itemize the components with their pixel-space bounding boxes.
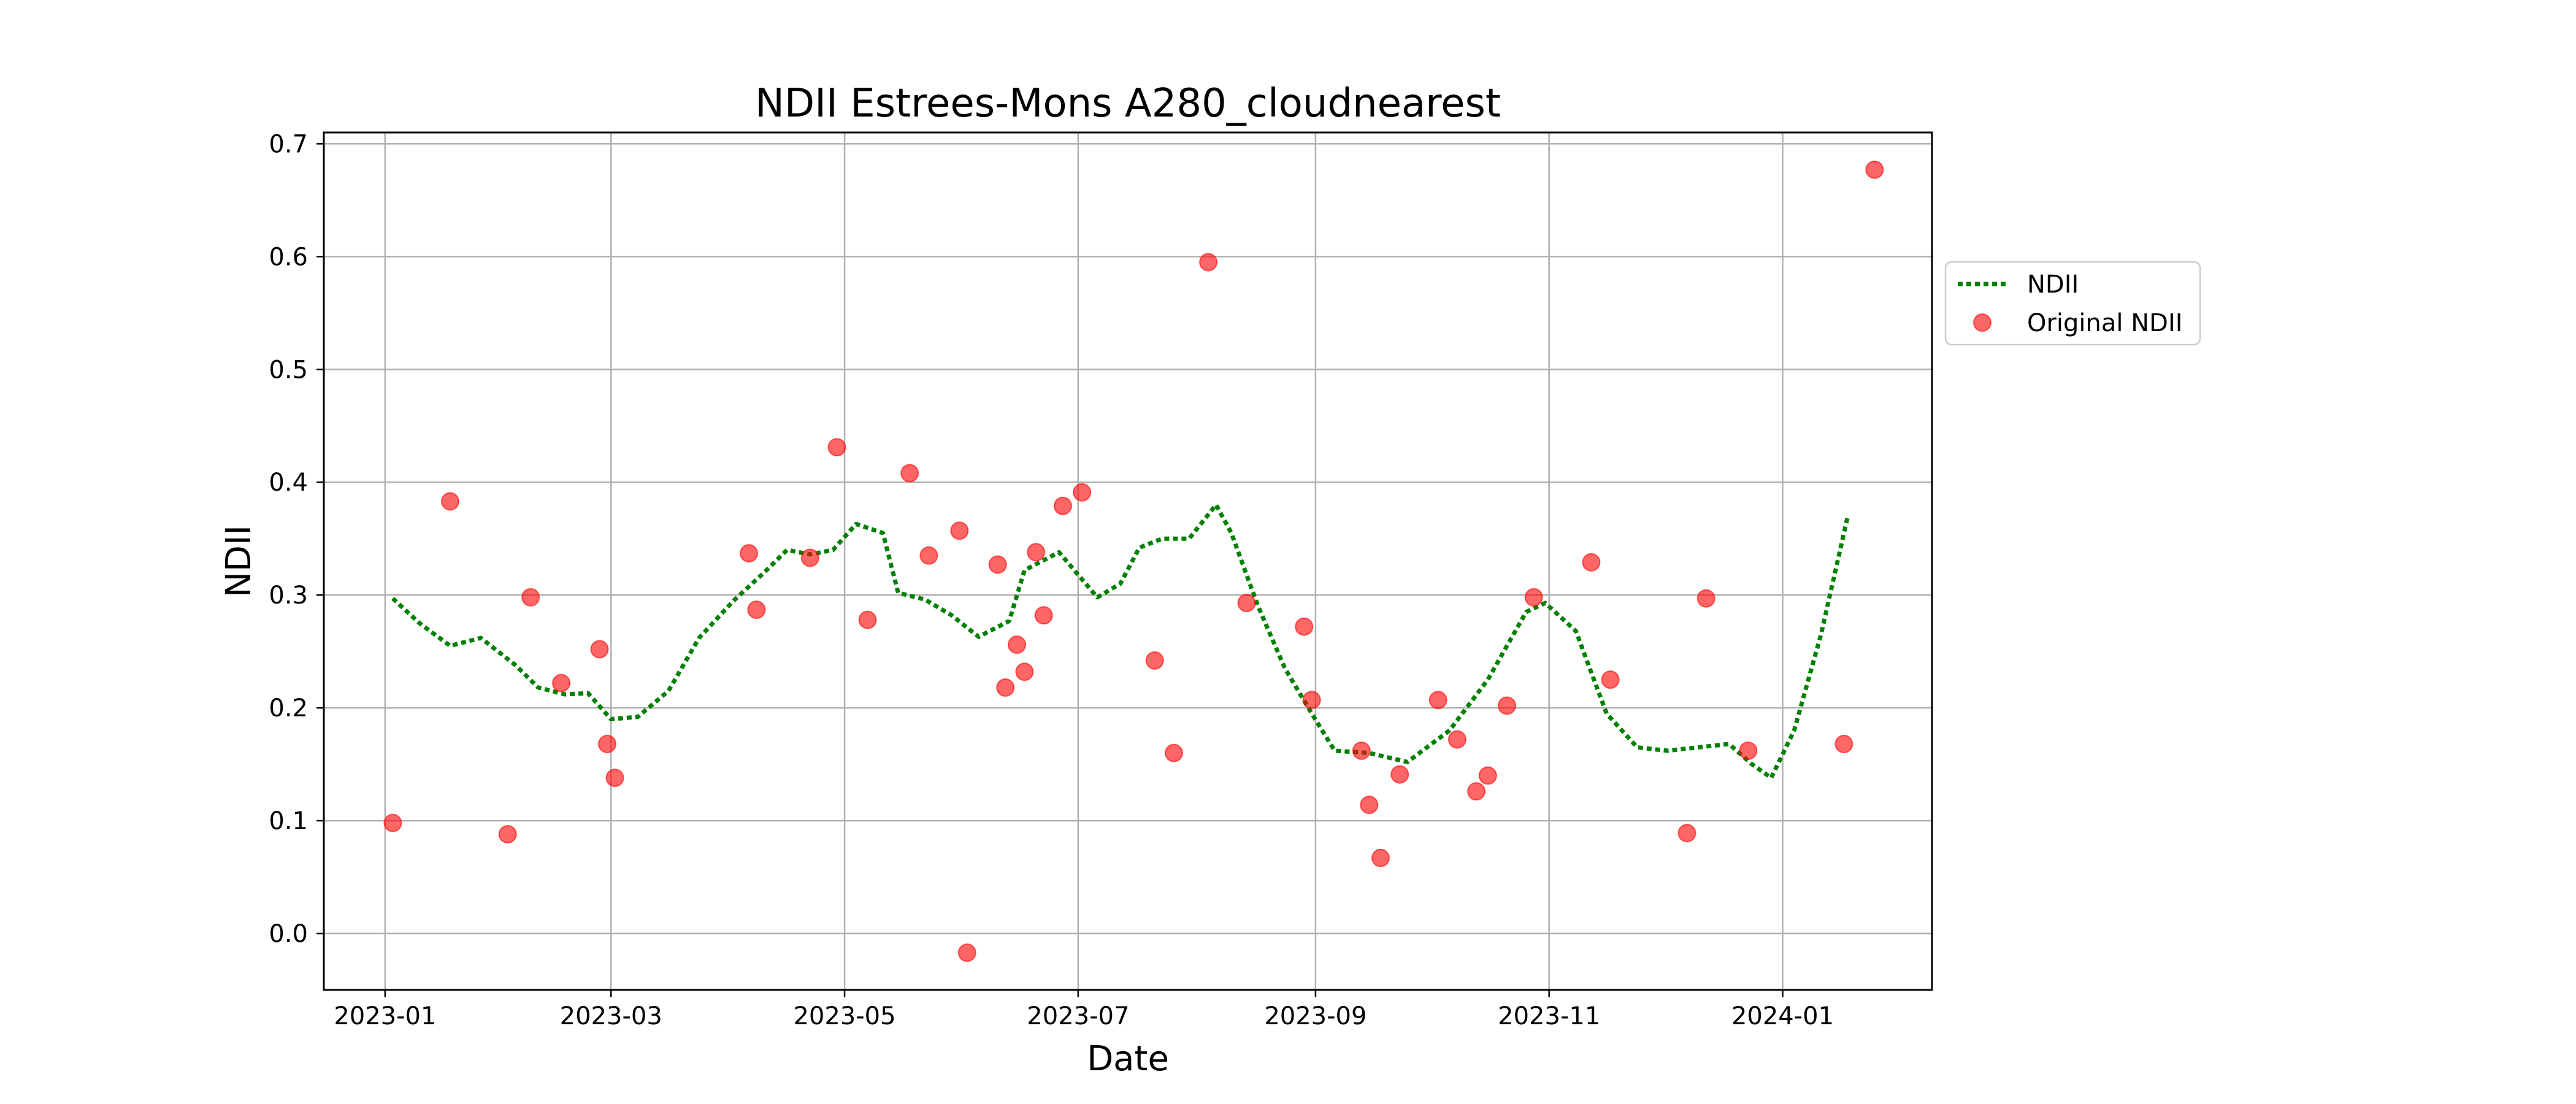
original-ndii-point [1145, 651, 1164, 670]
ndii-series-line [391, 502, 1850, 780]
series-lines [391, 502, 1850, 780]
grid-lines [324, 132, 1932, 990]
original-ndii-point [1834, 735, 1853, 753]
original-ndii-point [1027, 543, 1046, 562]
original-ndii-point [919, 546, 938, 565]
original-ndii-point [1601, 670, 1620, 689]
original-ndii-point [441, 492, 459, 511]
original-ndii-point [1739, 742, 1758, 760]
original-ndii-point [1524, 588, 1543, 607]
legend: NDII Original NDII [1944, 261, 2201, 346]
original-ndii-point [590, 640, 609, 659]
x-tick-label: 2023-07 [1027, 1002, 1129, 1030]
y-tick-label: 0.4 [269, 469, 308, 497]
original-ndii-point [1498, 696, 1516, 715]
original-ndii-point [1428, 691, 1447, 710]
original-ndii-point [1008, 635, 1026, 654]
axis-ticks: 2023-01 2023-03 2023-05 2023-07 2023-09 2023-… [269, 130, 1834, 1030]
plot-frame [323, 131, 1933, 991]
legend-ndii-label: NDII [2027, 270, 2079, 299]
x-tick-label: 2024-01 [1731, 1002, 1834, 1030]
series-points [383, 160, 1884, 962]
original-ndii-point [1302, 691, 1321, 710]
original-ndii-point [383, 813, 402, 832]
x-tick-label: 2023-09 [1264, 1002, 1367, 1030]
y-tick-label: 0.6 [269, 243, 308, 271]
original-ndii-point [800, 548, 819, 567]
original-ndii-point [1360, 795, 1379, 815]
x-tick-label: 2023-03 [560, 1002, 662, 1030]
original-ndii-point [827, 438, 846, 457]
original-ndii-point [598, 735, 616, 753]
y-tick-label: 0.0 [269, 920, 308, 948]
original-ndii-point [1371, 848, 1390, 867]
original-ndii-point [1696, 589, 1715, 608]
legend-box [1944, 261, 2201, 346]
original-ndii-point [1053, 496, 1072, 515]
legend-original-label: Original NDII [2027, 309, 2183, 337]
y-tick-label: 0.2 [269, 694, 308, 723]
x-tick-label: 2023-11 [1498, 1002, 1600, 1030]
original-ndii-point [1073, 483, 1092, 502]
original-ndii-point [1295, 617, 1314, 636]
original-ndii-point [950, 521, 969, 540]
legend-original-marker [1973, 313, 1991, 332]
original-ndii-point [1199, 253, 1218, 272]
y-axis-label: NDII [219, 525, 259, 597]
original-ndii-point [747, 600, 766, 619]
original-ndii-point [858, 610, 877, 629]
original-ndii-point [498, 825, 517, 844]
original-ndii-point [1677, 824, 1696, 843]
original-ndii-point [1478, 766, 1497, 785]
original-ndii-point [740, 544, 758, 563]
original-ndii-point [1447, 730, 1466, 749]
original-ndii-point [1467, 782, 1486, 801]
x-axis-label: Date [1087, 1039, 1169, 1079]
original-ndii-point [1352, 742, 1371, 760]
y-tick-label: 0.7 [269, 130, 308, 158]
x-tick-label: 2023-01 [334, 1002, 436, 1030]
y-tick-label: 0.5 [269, 356, 308, 384]
original-ndii-point [957, 943, 976, 962]
original-ndii-point [988, 555, 1007, 574]
original-ndii-point [1582, 553, 1601, 572]
original-ndii-point [900, 464, 919, 483]
original-ndii-point [552, 673, 571, 692]
original-ndii-point [1237, 594, 1256, 613]
y-tick-label: 0.3 [269, 581, 308, 610]
original-ndii-point [1034, 606, 1053, 625]
chart-title: NDII Estrees-Mons A280_cloudnearest [755, 81, 1501, 126]
original-ndii-point [1865, 160, 1884, 179]
plot-area-background [324, 132, 1932, 990]
original-ndii-point [996, 678, 1015, 697]
original-ndii-point [1390, 765, 1409, 784]
original-ndii-point [521, 588, 540, 607]
original-ndii-point [605, 769, 624, 788]
y-tick-label: 0.1 [269, 807, 308, 835]
original-ndii-point [1164, 743, 1183, 762]
x-tick-label: 2023-05 [793, 1002, 895, 1030]
original-ndii-point [1015, 662, 1034, 681]
